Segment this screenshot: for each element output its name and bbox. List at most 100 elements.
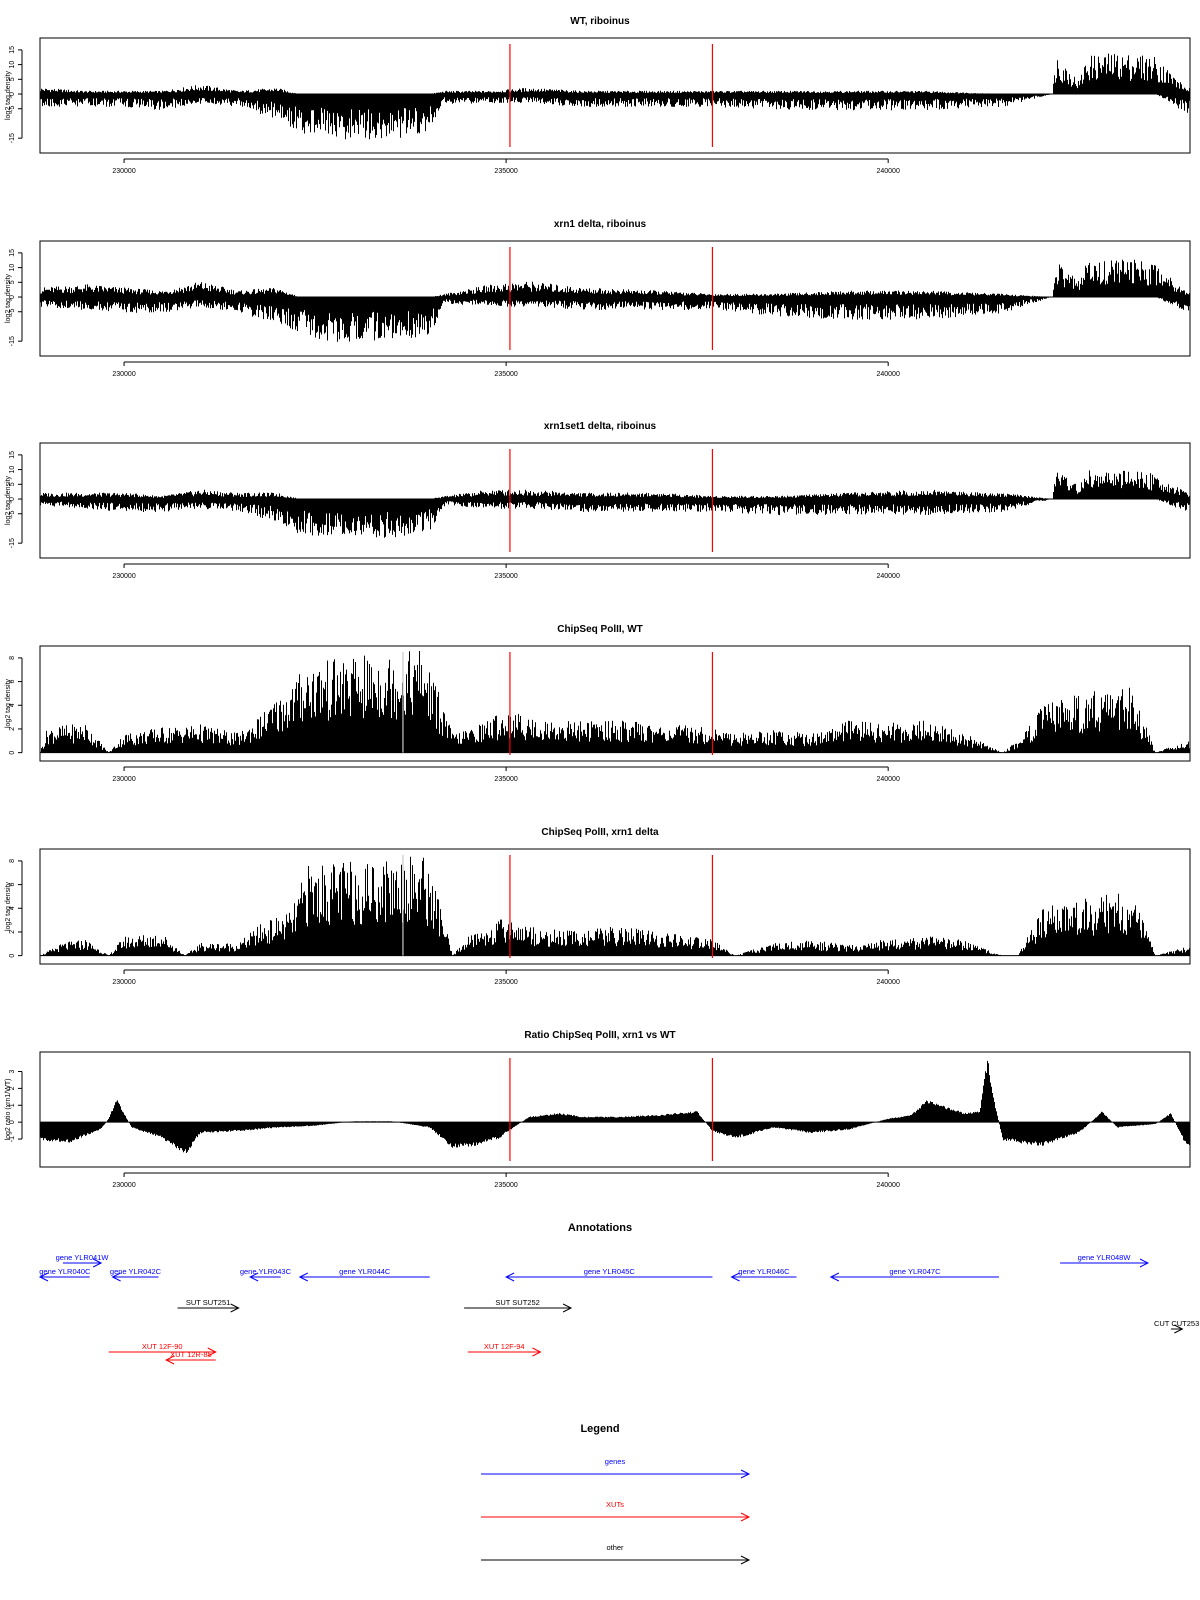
legend-items: genes XUTs other	[481, 1457, 751, 1565]
feature-arrow-head	[249, 1272, 259, 1282]
feature-arrow-head	[1174, 1324, 1184, 1334]
track-panel: ChipSeq PolII, WT 0 2 4 6 8 log2 tag density 23…	[5, 624, 1191, 783]
y-tick-label: -5	[9, 511, 16, 517]
y-tick-label: 8	[9, 656, 16, 660]
feature-label: XUT 12F-90	[142, 1342, 183, 1351]
y-tick-label: 15	[9, 249, 16, 257]
x-tick-label: 240000	[876, 979, 899, 986]
y-tick-label: 6	[9, 680, 16, 684]
y-tick-label: 0	[9, 497, 16, 501]
y-axis-label: log2 tag density	[5, 678, 12, 728]
feature-arrow-head	[207, 1347, 217, 1357]
feature-arrow-head	[111, 1272, 121, 1282]
feature-label: gene YLR041W	[56, 1253, 110, 1262]
y-tick-label: 15	[9, 451, 16, 459]
feature-arrow-head	[38, 1272, 49, 1282]
annotation-feature: gene YLR040C	[38, 1267, 91, 1282]
y-tick-label: 15	[9, 46, 16, 54]
y-tick-label: 0	[9, 1120, 16, 1124]
feature-arrow-head	[740, 1555, 751, 1565]
x-tick-label: 235000	[494, 371, 517, 378]
x-tick-label: 235000	[494, 1182, 517, 1189]
y-tick-label: 4	[9, 906, 16, 910]
plot-frame	[39, 645, 1191, 762]
annotation-feature: SUT SUT252	[464, 1298, 573, 1313]
annotation-feature: gene YLR041W	[56, 1253, 110, 1268]
x-tick-label: 235000	[494, 776, 517, 783]
annotation-feature: gene YLR042C	[110, 1267, 162, 1282]
y-tick-label: -15	[9, 133, 16, 143]
y-axis-label: log2 tag density	[5, 881, 12, 931]
legend-item-label: XUTs	[606, 1500, 624, 1509]
track-panel: xrn1 delta, riboinus 15 10 5 0 -5 -15 log2 tag …	[5, 219, 1191, 378]
signal-bars	[40, 53, 1190, 140]
annotation-feature: gene YLR043C	[240, 1267, 292, 1282]
legend-item: other	[481, 1543, 751, 1565]
feature-label: gene YLR042C	[110, 1267, 162, 1276]
feature-label: XUT 12F-94	[484, 1342, 525, 1351]
y-tick-label: 8	[9, 859, 16, 863]
x-tick-label: 240000	[876, 168, 899, 175]
x-tick-label: 230000	[112, 573, 135, 580]
y-axis-label: log2 tag density	[5, 273, 12, 323]
y-tick-label: 0	[9, 295, 16, 299]
y-tick-label: 2	[9, 727, 16, 731]
signal-bars	[40, 1060, 1190, 1153]
y-tick-label: 1	[9, 1103, 16, 1107]
y-tick-label: 5	[9, 280, 16, 284]
x-tick-label: 240000	[876, 1182, 899, 1189]
y-tick-label: 3	[9, 1069, 16, 1073]
annotation-feature: XUT 12F-94	[467, 1342, 542, 1357]
legend: Legend genes XUTs other	[481, 1423, 751, 1565]
y-tick-label: 0	[9, 92, 16, 96]
feature-label: gene YLR040C	[39, 1267, 91, 1276]
x-tick-label: 230000	[112, 168, 135, 175]
feature-arrow-head	[740, 1469, 751, 1479]
feature-arrow-head	[730, 1272, 740, 1282]
legend-item-label: genes	[605, 1457, 626, 1466]
y-tick-label: 2	[9, 930, 16, 934]
annotation-feature: gene YLR048W	[1060, 1253, 1150, 1268]
y-axis-label: log2 tag density	[5, 475, 12, 525]
annotation-feature: gene YLR046C	[730, 1267, 797, 1282]
feature-label: XUT 12R-85	[170, 1350, 212, 1359]
feature-arrow-head	[740, 1512, 751, 1522]
track-panel: WT, riboinus 15 10 5 0 -5 -15 log2 tag density 2…	[5, 16, 1191, 175]
y-axis-label: log2 tag density	[5, 70, 12, 120]
y-tick-label: 10	[9, 264, 16, 272]
x-tick-label: 235000	[494, 168, 517, 175]
panel-title: ChipSeq PolII, xrn1 delta	[541, 827, 659, 838]
plot-frame	[39, 1051, 1191, 1168]
y-tick-label: 0	[9, 751, 16, 755]
y-tick-label: -15	[9, 538, 16, 548]
annotations-title: Annotations	[568, 1222, 632, 1234]
annotation-feature: gene YLR047C	[829, 1267, 999, 1282]
feature-arrow-head	[298, 1272, 309, 1282]
feature-arrow-head	[164, 1355, 175, 1365]
panel-title: xrn1set1 delta, riboinus	[544, 421, 657, 432]
feature-arrow-head	[230, 1303, 240, 1313]
y-tick-label: -5	[9, 106, 16, 112]
y-tick-label: 2	[9, 1086, 16, 1090]
legend-item: genes	[481, 1457, 751, 1479]
annotation-feature: XUT 12F-90	[108, 1342, 217, 1357]
signal-bars	[40, 259, 1190, 342]
panel-title: Ratio ChipSeq PolII, xrn1 vs WT	[524, 1030, 675, 1041]
feature-label: SUT SUT251	[186, 1298, 230, 1307]
annotation-feature: XUT 12R-85	[164, 1350, 216, 1365]
y-tick-label: 10	[9, 61, 16, 69]
annotation-features: gene YLR041W gene YLR040C gene YLR042C gene…	[38, 1253, 1199, 1365]
y-tick-label: 10	[9, 466, 16, 474]
annotation-feature: gene YLR045C	[504, 1267, 713, 1282]
y-tick-label: 5	[9, 77, 16, 81]
y-tick-label: 5	[9, 482, 16, 486]
feature-label: gene YLR046C	[738, 1267, 790, 1276]
feature-label: gene YLR044C	[339, 1267, 391, 1276]
signal-bars	[40, 651, 1190, 753]
feature-arrow-head	[532, 1347, 542, 1357]
y-tick-label: -5	[9, 309, 16, 315]
panel-title: WT, riboinus	[570, 16, 630, 27]
feature-label: SUT SUT252	[495, 1298, 539, 1307]
track-panel: Ratio ChipSeq PolII, xrn1 vs WT 3 2 1 0 -1log…	[5, 1030, 1191, 1189]
